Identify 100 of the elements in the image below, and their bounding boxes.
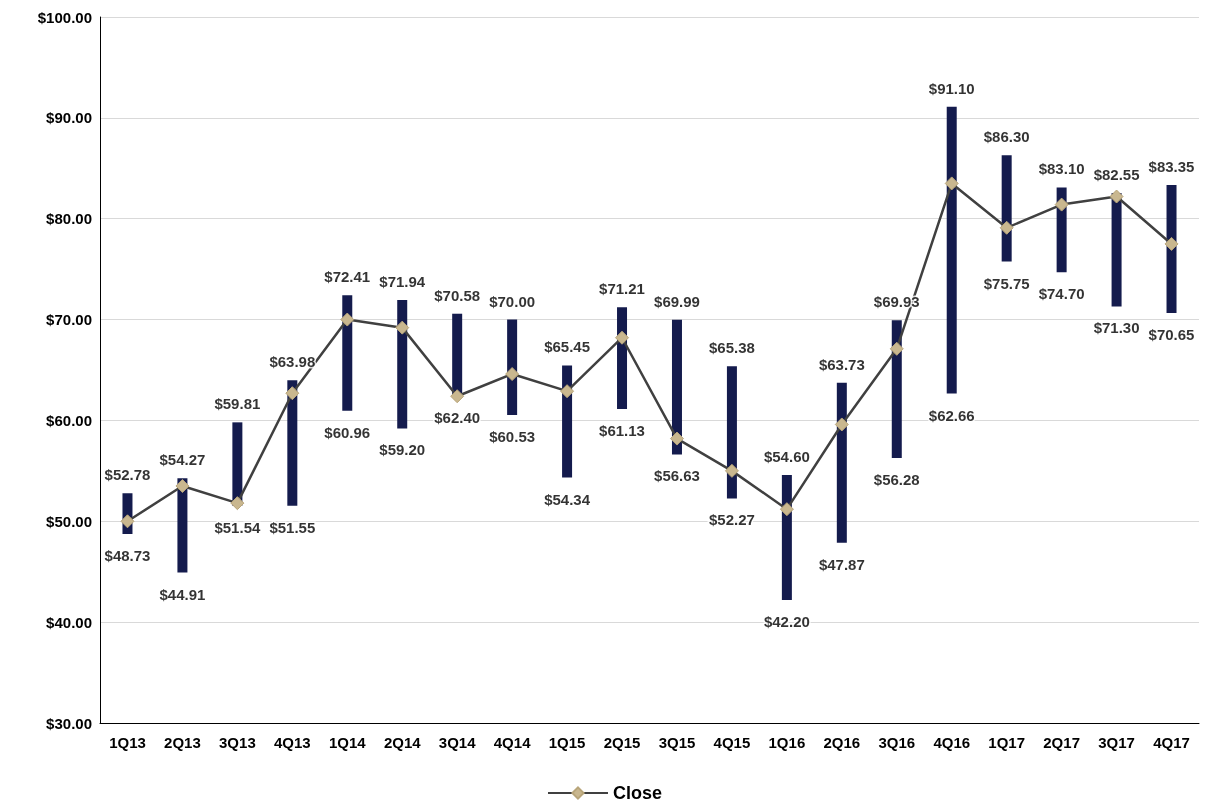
annotation: $70.58 <box>434 286 481 304</box>
annotation: $91.10 <box>928 79 975 97</box>
y-tick-label: $100.00 <box>37 8 92 26</box>
annotation: $70.00 <box>489 292 536 310</box>
annotation: $71.21 <box>599 280 645 298</box>
point <box>669 431 684 446</box>
bar <box>726 366 737 499</box>
x-tick-label: 1Q16 <box>768 734 806 751</box>
point <box>615 330 630 345</box>
annotation: $42.20 <box>763 612 810 630</box>
point <box>1164 236 1179 251</box>
x-tick-label: 4Q13 <box>273 734 311 751</box>
bar <box>1001 155 1012 262</box>
annotation: $60.96 <box>324 423 371 441</box>
annotation: $63.98 <box>269 353 316 371</box>
y-tick-label: $60.00 <box>46 411 92 429</box>
bar <box>891 320 902 458</box>
x-tick-label: 1Q17 <box>988 734 1026 751</box>
y-tick-label: $40.00 <box>46 613 92 631</box>
annotation: $83.35 <box>1148 157 1195 175</box>
annotation: $82.55 <box>1093 166 1140 183</box>
annotation: $52.27 <box>708 511 755 529</box>
point <box>779 502 794 517</box>
annotation: $72.41 <box>324 268 371 286</box>
annotation: $65.45 <box>544 338 591 356</box>
annotation: $62.40 <box>434 409 481 427</box>
y-tick-label: $30.00 <box>46 714 92 732</box>
annotation: $44.91 <box>159 585 206 603</box>
annotation: $48.73 <box>104 547 151 565</box>
annotation: $71.94 <box>379 273 426 291</box>
annotation: $69.99 <box>654 292 700 310</box>
annotation: $52.78 <box>104 466 151 484</box>
annotation: $70.65 <box>1148 326 1195 344</box>
legend-label: Close <box>612 783 663 803</box>
annotation: $75.75 <box>983 274 1030 292</box>
annotation: $71.30 <box>1093 319 1140 337</box>
annotation: $60.53 <box>489 428 536 446</box>
bar <box>287 380 298 506</box>
point <box>340 312 355 327</box>
x-tick-label: 4Q17 <box>1153 734 1190 751</box>
y-tick-label: $50.00 <box>46 512 92 530</box>
annotation: $61.13 <box>599 422 645 440</box>
y-tick-label: $80.00 <box>46 210 92 228</box>
bar <box>946 106 957 394</box>
x-tick-label: 2Q16 <box>823 734 861 751</box>
bar <box>836 382 847 543</box>
x-tick-label: 4Q14 <box>493 734 532 751</box>
x-tick-label: 1Q14 <box>328 734 367 751</box>
point <box>175 478 190 493</box>
annotation: $86.30 <box>983 128 1030 146</box>
bar <box>781 474 792 600</box>
annotation: $65.38 <box>708 339 755 357</box>
point <box>724 463 739 478</box>
y-tick-label: $70.00 <box>46 311 92 329</box>
annotation: $54.34 <box>544 490 591 508</box>
x-tick-label: 2Q15 <box>603 734 641 751</box>
y-tick-label: $90.00 <box>46 109 92 127</box>
annotation: $56.28 <box>873 470 920 488</box>
annotation: $59.20 <box>379 441 426 459</box>
x-tick-label: 2Q14 <box>383 734 422 751</box>
x-tick-label: 3Q16 <box>878 734 916 751</box>
bar <box>397 300 408 429</box>
x-tick-label: 3Q14 <box>438 734 477 751</box>
x-tick-label: 3Q13 <box>219 734 256 751</box>
point <box>230 496 245 511</box>
annotation: $51.54 <box>214 518 261 536</box>
point <box>834 417 849 432</box>
annotation: $63.73 <box>818 355 865 373</box>
point <box>560 384 575 399</box>
annotation: $83.10 <box>1038 160 1085 178</box>
bar <box>562 365 573 478</box>
annotation: $54.60 <box>763 447 810 465</box>
point <box>1109 189 1124 204</box>
annotation: $59.81 <box>214 395 261 413</box>
point <box>999 220 1014 235</box>
point <box>285 386 300 401</box>
annotation: $47.87 <box>818 555 865 573</box>
x-tick-label: 4Q16 <box>933 734 971 751</box>
x-tick-label: 3Q15 <box>658 734 696 751</box>
annotation: $62.66 <box>928 406 975 424</box>
x-tick-label: 1Q15 <box>548 734 586 751</box>
annotation: $74.70 <box>1038 285 1085 303</box>
point <box>120 514 135 529</box>
point <box>889 341 904 356</box>
annotation: $51.55 <box>269 518 316 536</box>
x-tick-label: 2Q13 <box>164 734 201 751</box>
x-tick-label: 2Q17 <box>1043 734 1080 751</box>
annotation: $56.63 <box>654 467 700 485</box>
x-tick-label: 3Q17 <box>1098 734 1135 751</box>
x-tick-label: 4Q15 <box>713 734 751 751</box>
annotation: $54.27 <box>159 451 206 469</box>
point <box>505 367 520 382</box>
bar <box>1166 184 1177 314</box>
point <box>1054 197 1069 212</box>
bar <box>342 295 353 411</box>
bar <box>1111 193 1122 307</box>
x-tick-label: 1Q13 <box>109 734 146 751</box>
point <box>395 320 410 335</box>
point <box>944 176 959 191</box>
point <box>450 389 465 404</box>
